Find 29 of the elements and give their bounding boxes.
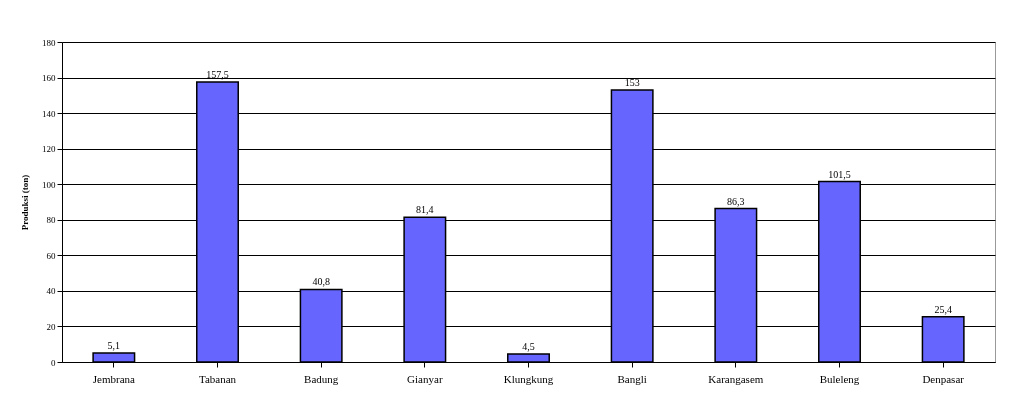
y-tick-label: 100 [42, 179, 56, 190]
x-tick-label: Jembrana [92, 372, 136, 385]
x-tick-label: Tabanan [198, 372, 237, 385]
x-tick-label: Klungkung [503, 372, 554, 385]
x-tick-label: Badung [304, 372, 339, 385]
x-tick-label: Karangasem [708, 372, 764, 385]
data-label: 86,3 [727, 195, 745, 207]
y-axis-title: Produksi (ton) [20, 174, 30, 231]
data-label: 101,5 [828, 168, 851, 180]
data-label: 81,4 [416, 204, 434, 216]
data-label: 4,5 [522, 341, 535, 352]
y-tick-label: 0 [51, 357, 56, 368]
data-label: 40,8 [312, 276, 330, 288]
x-tick-label: Denpasar [922, 372, 965, 385]
y-tick-label: 160 [42, 73, 56, 84]
y-tick-label: 180 [42, 37, 56, 48]
y-tick-label: 40 [46, 286, 56, 297]
y-tick-label: 20 [46, 321, 56, 332]
data-label: 157,5 [206, 69, 229, 80]
data-label: 5,1 [107, 339, 121, 351]
x-tick-label: Gianyar [407, 372, 443, 385]
data-label: 153 [624, 77, 640, 88]
x-tick-label: Bangli [617, 372, 647, 385]
y-tick-label: 60 [46, 250, 56, 261]
y-tick-label: 80 [46, 215, 56, 226]
y-tick-label: 140 [42, 108, 56, 119]
data-label: 25,4 [934, 303, 952, 315]
y-tick-label: 120 [42, 144, 56, 155]
x-tick-label: Buleleng [819, 372, 860, 385]
